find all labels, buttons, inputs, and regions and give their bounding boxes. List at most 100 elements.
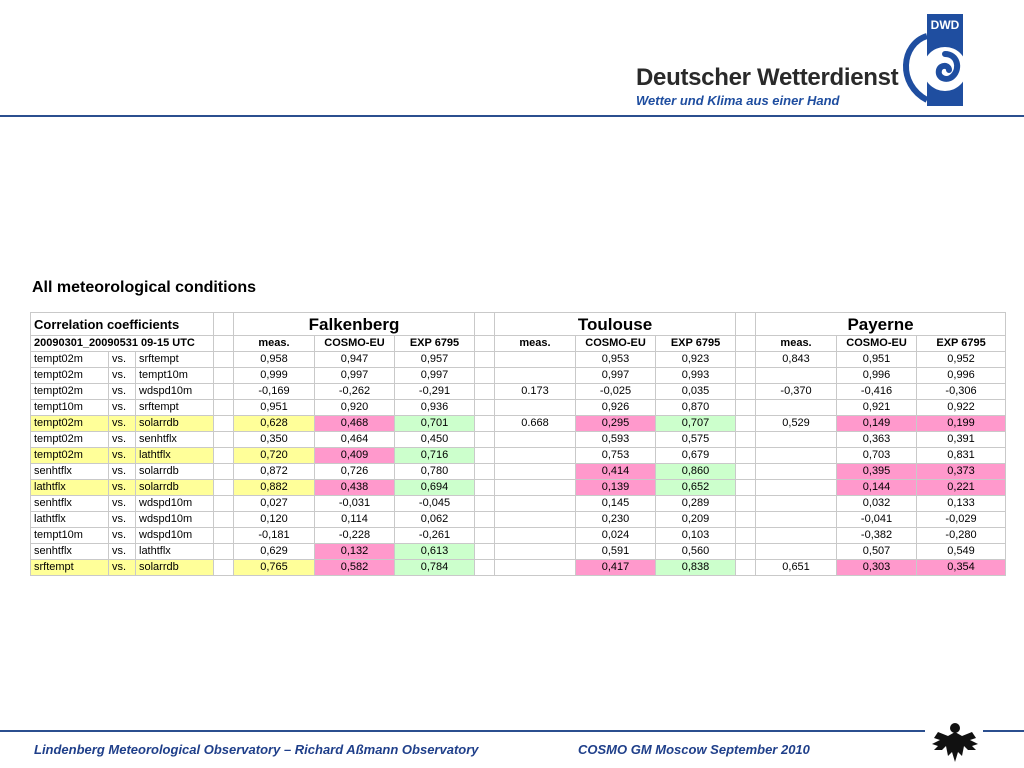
value-cell: 0,838 [655, 559, 737, 576]
table-row: tempt02m vs. solarrdb 0,628 0,468 0,701 0.668 0… [30, 415, 1007, 432]
value-cell: 0,958 [233, 351, 315, 368]
spacer-cell [735, 527, 757, 544]
value-cell: 0,289 [655, 495, 737, 512]
value-cell: 0,629 [233, 543, 315, 560]
vs-cell: vs. [108, 543, 136, 560]
value-cell: 0,468 [314, 415, 395, 432]
value-cell: 0,391 [916, 431, 1007, 448]
variable-b-cell: senhtflx [135, 431, 214, 448]
table-row: tempt02m vs. tempt10m 0,999 0,997 0,997 0,997 0… [30, 367, 1007, 384]
logo-subtitle: Wetter und Klima aus einer Hand [636, 93, 840, 108]
value-cell [755, 479, 838, 496]
value-cell: 0,753 [575, 447, 657, 464]
value-cell: 0,417 [575, 559, 657, 576]
spacer-cell [474, 511, 496, 528]
variable-b-cell: solarrdb [135, 479, 214, 496]
value-cell: 0,993 [655, 367, 737, 384]
spacer-cell [213, 527, 234, 544]
value-cell [494, 559, 577, 576]
spacer-cell [474, 559, 496, 576]
value-cell: 0,860 [655, 463, 737, 480]
value-cell: -0,181 [233, 527, 315, 544]
value-cell: 0,780 [393, 463, 476, 480]
spacer-cell [735, 495, 757, 512]
value-cell: 0,363 [836, 431, 918, 448]
value-cell: 0,027 [233, 495, 315, 512]
value-cell: 0,303 [836, 559, 918, 576]
value-cell: 0,720 [233, 447, 315, 464]
station-falkenberg: Falkenberg [232, 312, 476, 336]
table-row: tempt10m vs. srftempt 0,951 0,920 0,936 0,926 0… [30, 399, 1007, 416]
spacer-cell [213, 399, 234, 416]
value-cell: 0,230 [575, 511, 657, 528]
spacer-cell [735, 431, 757, 448]
spacer-cell [213, 367, 234, 384]
value-cell: 0,882 [233, 479, 315, 496]
vs-cell: vs. [108, 463, 136, 480]
spacer-cell [735, 351, 757, 368]
spacer-cell [213, 335, 234, 352]
value-cell [755, 367, 838, 384]
spacer-cell [474, 543, 496, 560]
value-cell: 0,997 [393, 367, 476, 384]
value-cell: 0,999 [233, 367, 315, 384]
value-cell [755, 463, 838, 480]
variable-a-cell: senhtflx [30, 543, 109, 560]
spacer-cell [474, 463, 496, 480]
value-cell [755, 527, 838, 544]
value-cell: -0,045 [393, 495, 476, 512]
value-cell: 0,701 [393, 415, 476, 432]
footer-rule-right [983, 730, 1024, 732]
spacer-cell [474, 367, 496, 384]
spacer-cell [735, 415, 757, 432]
correlation-table-container: Correlation coefficients Falkenberg Toul… [30, 312, 1007, 576]
spacer-cell [735, 463, 757, 480]
footer-observatory: Lindenberg Meteorological Observatory – … [34, 742, 479, 757]
value-cell [494, 447, 577, 464]
value-cell [755, 399, 838, 416]
variable-b-cell: wdspd10m [135, 511, 214, 528]
value-cell: 0,872 [233, 463, 315, 480]
col-header: meas. [494, 335, 577, 352]
vs-cell: vs. [108, 479, 136, 496]
value-cell: 0,032 [836, 495, 918, 512]
variable-b-cell: solarrdb [135, 463, 214, 480]
spacer-cell [474, 335, 496, 352]
variable-a-cell: tempt10m [30, 399, 109, 416]
spacer-cell [735, 559, 757, 576]
spacer-cell [474, 351, 496, 368]
logo-title: Deutscher Wetterdienst [636, 64, 899, 91]
table-row: tempt02m vs. senhtflx 0,350 0,464 0,450 0,593 0… [30, 431, 1007, 448]
value-cell: 0,703 [836, 447, 918, 464]
vs-cell: vs. [108, 527, 136, 544]
period-label: 20090301_20090531 09-15 UTC [30, 335, 214, 352]
table-row: tempt02m vs. wdspd10m -0,169 -0,262 -0,291 0.1… [30, 383, 1007, 400]
variable-a-cell: tempt10m [30, 527, 109, 544]
spacer-cell [735, 312, 757, 336]
value-cell: 0,593 [575, 431, 657, 448]
spacer-cell [474, 479, 496, 496]
value-cell [494, 543, 577, 560]
value-cell: 0,582 [314, 559, 395, 576]
variable-a-cell: lathtflx [30, 479, 109, 496]
col-header: EXP 6795 [916, 335, 1007, 352]
value-cell: 0,843 [755, 351, 838, 368]
value-cell: -0,228 [314, 527, 395, 544]
value-cell: -0,280 [916, 527, 1007, 544]
value-cell: 0,560 [655, 543, 737, 560]
value-cell [494, 463, 577, 480]
vs-cell: vs. [108, 383, 136, 400]
variable-b-cell: tempt10m [135, 367, 214, 384]
variable-b-cell: srftempt [135, 351, 214, 368]
value-cell: 0,199 [916, 415, 1007, 432]
spacer-cell [474, 399, 496, 416]
spacer-cell [213, 447, 234, 464]
variable-a-cell: srftempt [30, 559, 109, 576]
variable-b-cell: solarrdb [135, 559, 214, 576]
table-row: senhtflx vs. lathtflx 0,629 0,132 0,613 0,591 0… [30, 543, 1007, 560]
value-cell [755, 543, 838, 560]
value-cell [755, 447, 838, 464]
value-cell [494, 367, 577, 384]
col-header: COSMO-EU [836, 335, 918, 352]
station-toulouse: Toulouse [494, 312, 737, 336]
